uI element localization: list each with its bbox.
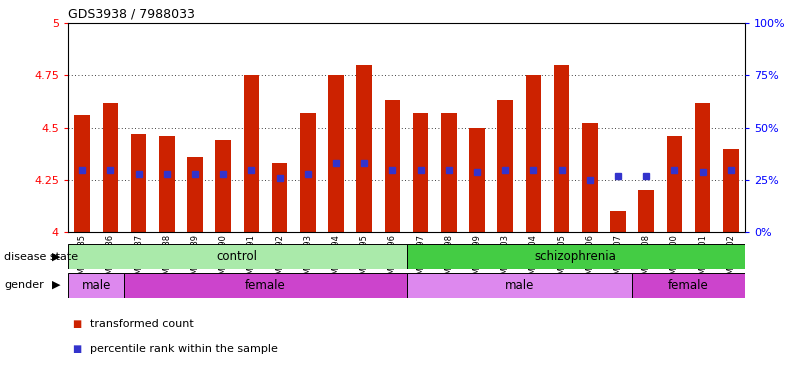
Bar — [187, 157, 203, 232]
Bar — [300, 113, 316, 232]
Text: transformed count: transformed count — [90, 319, 194, 329]
Text: gender: gender — [4, 280, 44, 290]
Text: GDS3938 / 7988033: GDS3938 / 7988033 — [68, 7, 195, 20]
Bar — [159, 136, 175, 232]
Bar — [68, 244, 406, 269]
Text: ■: ■ — [72, 344, 82, 354]
Bar — [723, 149, 739, 232]
Text: male: male — [505, 279, 534, 291]
Text: ▶: ▶ — [51, 252, 60, 262]
Text: female: female — [668, 279, 709, 291]
Bar — [124, 273, 406, 298]
Bar — [666, 136, 682, 232]
Bar — [215, 140, 231, 232]
Bar — [406, 244, 745, 269]
Text: ■: ■ — [72, 319, 82, 329]
Text: control: control — [217, 250, 258, 263]
Bar — [610, 211, 626, 232]
Bar — [553, 65, 570, 232]
Bar — [525, 75, 541, 232]
Bar — [103, 103, 118, 232]
Bar — [328, 75, 344, 232]
Text: percentile rank within the sample: percentile rank within the sample — [90, 344, 278, 354]
Bar — [441, 113, 457, 232]
Text: male: male — [82, 279, 111, 291]
Text: disease state: disease state — [4, 252, 78, 262]
Bar — [497, 101, 513, 232]
Bar — [632, 273, 745, 298]
Bar — [406, 273, 632, 298]
Bar — [469, 127, 485, 232]
Bar — [638, 190, 654, 232]
Bar — [356, 65, 372, 232]
Bar — [68, 273, 124, 298]
Text: ▶: ▶ — [51, 280, 60, 290]
Bar — [131, 134, 147, 232]
Text: schizophrenia: schizophrenia — [535, 250, 617, 263]
Bar — [244, 75, 260, 232]
Bar — [272, 163, 288, 232]
Text: female: female — [245, 279, 286, 291]
Bar — [695, 103, 710, 232]
Bar — [413, 113, 429, 232]
Bar — [582, 124, 598, 232]
Bar — [74, 115, 90, 232]
Bar — [384, 101, 400, 232]
